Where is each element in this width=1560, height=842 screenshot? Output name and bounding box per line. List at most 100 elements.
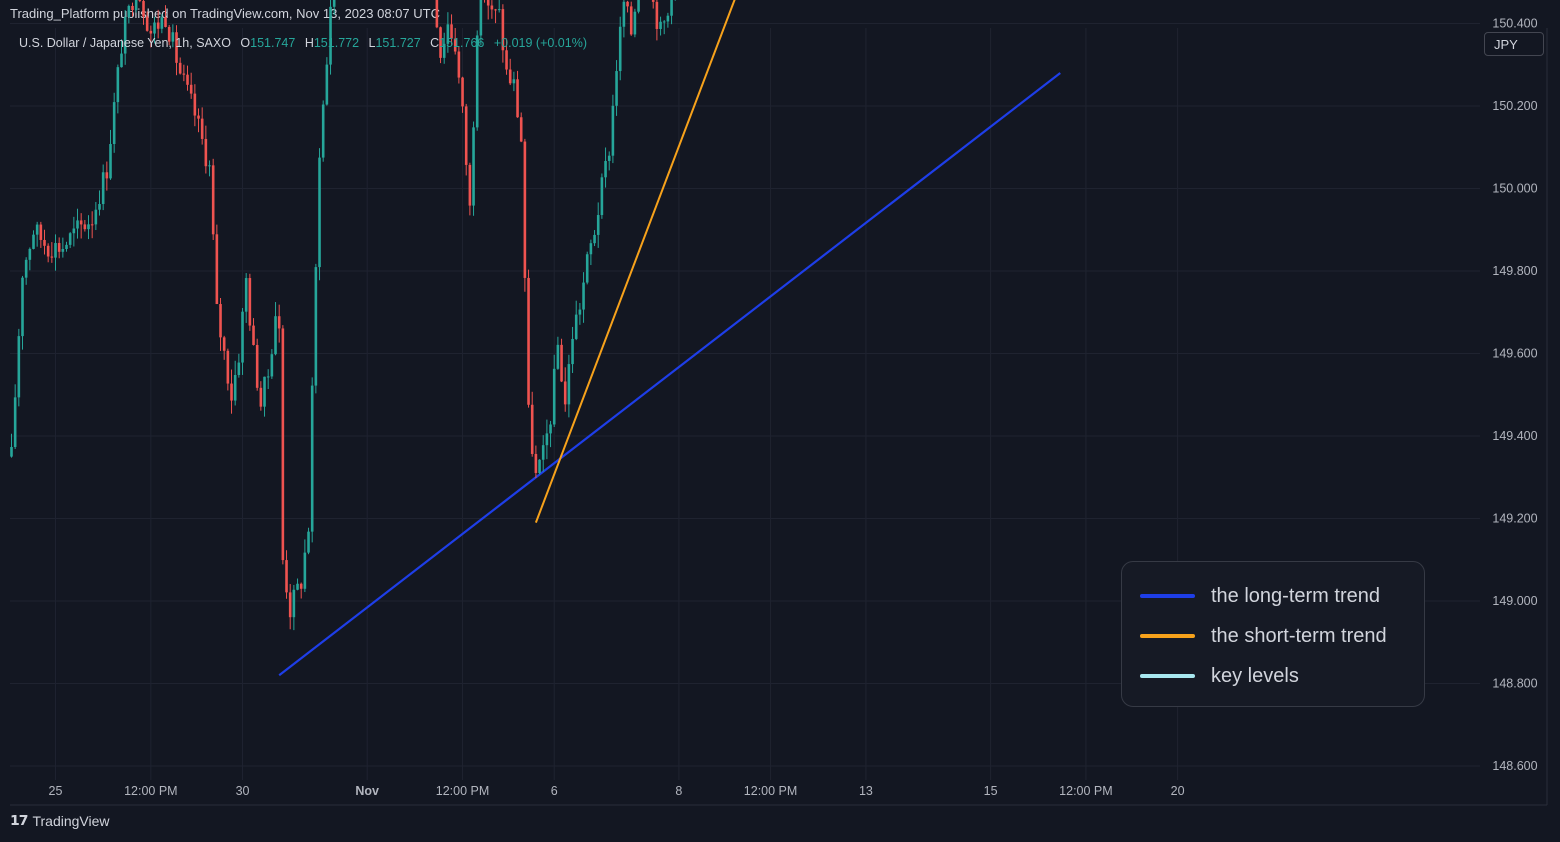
publisher-text: Trading_Platform published on TradingVie…	[10, 6, 440, 21]
candle-body	[472, 127, 475, 206]
low-value: 151.727	[375, 36, 420, 50]
candle-body	[453, 38, 457, 52]
x-tick-label: 12:00 PM	[436, 784, 490, 798]
candle-body	[582, 282, 585, 310]
candle-body	[21, 277, 24, 337]
candle-body	[149, 30, 153, 34]
candle-body	[571, 338, 574, 365]
legend-label-short-trend: the short-term trend	[1211, 624, 1387, 647]
candle-body	[615, 71, 618, 106]
candle-body	[435, 0, 439, 28]
y-tick-label: 149.200	[1492, 512, 1537, 526]
legend-label-long-trend: the long-term trend	[1211, 584, 1380, 607]
candle-body	[596, 215, 600, 235]
trendlines-over	[534, 0, 736, 523]
candle-body	[116, 67, 120, 103]
symbol-info-line: U.S. Dollar / Japanese Yen, 1h, SAXO O 15…	[19, 36, 587, 50]
candle-body	[277, 316, 281, 329]
candle-body	[123, 16, 127, 54]
candle-body	[549, 424, 552, 434]
candle-body	[475, 35, 479, 128]
candle-body	[519, 117, 523, 142]
candle-body	[193, 93, 197, 116]
y-tick-label: 150.400	[1492, 17, 1537, 31]
candle-body	[200, 118, 204, 139]
candle-body	[13, 397, 17, 447]
close-label: C	[430, 36, 439, 50]
y-tick-label: 149.000	[1492, 594, 1537, 608]
candle-body	[237, 362, 241, 376]
candle-body	[659, 21, 662, 29]
candle-body	[288, 592, 292, 618]
candle-body	[629, 6, 633, 35]
candle-body	[230, 383, 233, 401]
candle-body	[54, 243, 57, 258]
candle-body	[285, 560, 288, 593]
candle-body	[204, 138, 208, 167]
y-tick-label: 148.600	[1492, 759, 1537, 773]
candle-body	[633, 11, 637, 35]
candle-body	[98, 204, 101, 210]
candle-body	[486, 0, 490, 6]
candle-body	[637, 0, 640, 12]
symbol-name: U.S. Dollar / Japanese Yen, 1h, SAXO	[19, 36, 231, 50]
candle-body	[175, 32, 178, 63]
candle-body	[670, 0, 673, 16]
tradingview-brand-text: TradingView	[32, 812, 110, 829]
candle-body	[61, 249, 65, 252]
candle-body	[490, 5, 494, 10]
candle-body	[468, 164, 472, 206]
candle-body	[329, 6, 332, 65]
candle-body	[274, 316, 277, 355]
candle-body	[160, 17, 164, 29]
candle-body	[211, 165, 215, 235]
legend-item-short-trend: the short-term trend	[1140, 623, 1387, 649]
candle-body	[101, 172, 105, 205]
candle-body	[556, 344, 560, 369]
legend-swatch-short-trend	[1140, 634, 1195, 638]
high-value: 151.772	[314, 36, 359, 50]
candle-body	[182, 73, 186, 75]
candle-body	[215, 234, 219, 305]
y-tick-label: 150.200	[1492, 99, 1537, 113]
candle-body	[325, 64, 329, 105]
candle-body	[32, 234, 35, 249]
candle-body	[538, 459, 541, 473]
candle-body	[552, 368, 556, 425]
open-label: O	[240, 36, 250, 50]
candle-body	[120, 53, 123, 68]
candle-body	[68, 233, 72, 245]
candle-body	[332, 0, 336, 7]
currency-selector[interactable]: JPY	[1484, 32, 1544, 56]
candle-body	[563, 381, 567, 405]
candle-body	[35, 224, 39, 235]
candle-body	[17, 336, 21, 398]
candle-body	[266, 376, 270, 378]
candle-body	[461, 77, 464, 107]
candle-body	[310, 385, 314, 532]
candle-body	[252, 325, 255, 345]
close-value: 151.766	[439, 36, 484, 50]
candle-body	[626, 1, 629, 7]
candle-body	[65, 244, 68, 250]
legend-box: the long-term trend the short-term trend…	[1121, 561, 1425, 707]
candle-body	[244, 278, 248, 312]
tradingview-logo[interactable]: 𝟭𝟳 TradingView	[10, 812, 110, 829]
y-tick-label: 149.400	[1492, 429, 1537, 443]
candle-body	[662, 21, 666, 23]
candle-body	[318, 157, 321, 268]
x-tick-label: 13	[859, 784, 873, 798]
candle-body	[505, 50, 508, 70]
candle-body	[87, 224, 90, 230]
low-label: L	[369, 36, 376, 50]
candle-body	[600, 177, 604, 216]
candle-body	[10, 446, 13, 457]
candle-body	[46, 245, 50, 257]
candle-body	[545, 433, 549, 446]
candle-body	[593, 234, 596, 244]
currency-label: JPY	[1494, 37, 1518, 52]
candle-body	[167, 26, 171, 42]
candle-body	[79, 220, 83, 225]
candle-body	[655, 1, 659, 29]
